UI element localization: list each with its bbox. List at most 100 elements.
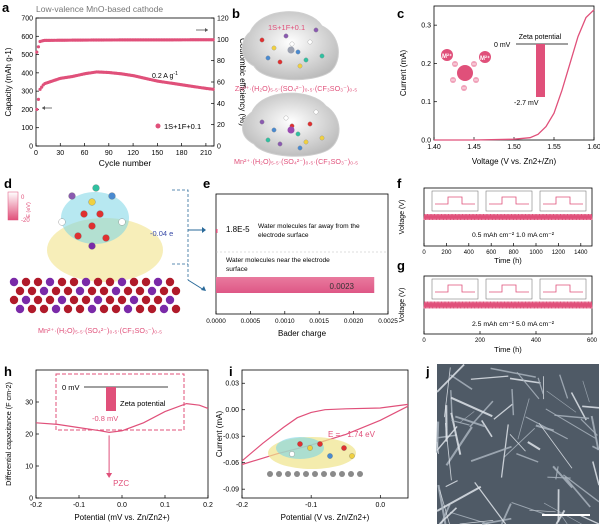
panel-d-slab-atom: [117, 295, 127, 305]
panel-j-fiber: [481, 517, 512, 525]
panel-i-cluster-atom: [289, 451, 295, 457]
panel-j-fiber: [459, 520, 494, 525]
panel-a-xtick-label: 90: [105, 150, 113, 157]
panel-j-fiber: [503, 427, 536, 458]
panel-b-atom-top: [259, 37, 265, 43]
panel-b-atom-bottom: [303, 139, 309, 145]
panel-j-fiber: [435, 421, 440, 453]
panel-d-slab-atom: [63, 286, 73, 296]
panel-label-b: b: [232, 6, 240, 21]
panel-a-y2tick-label: 0: [217, 144, 221, 151]
panel-d-slab-atom: [15, 304, 25, 314]
panel-d-slab-atom: [147, 286, 157, 296]
panel-g-inset-trace: [543, 284, 583, 293]
panel-g-xtick-label: 600: [587, 338, 598, 344]
panel-d-slab-atom: [99, 304, 109, 314]
panel-i-slab-atom: [285, 471, 291, 477]
panel-i-xtick-label: -0.1: [305, 502, 317, 509]
panel-a-legend-marker: [155, 123, 161, 129]
panel-h-zeta-title: Zeta potential: [120, 399, 166, 408]
panel-b-atom-top: [289, 41, 295, 47]
panel-i-slab-atom: [321, 471, 327, 477]
panel-b-caption-top: Zn²⁺·(H₂O)₅.₅·(SO₄²⁻)₀.₅·(CF₃SO₃⁻)₀.₅: [235, 84, 357, 93]
panel-label-c: c: [397, 6, 404, 21]
panel-a-legend-text: 1S+1F+0.1: [164, 122, 201, 131]
panel-a-y2tick-label: 120: [217, 16, 229, 23]
panel-a-xtick-label: 30: [56, 150, 64, 157]
panel-c-xtick-label: 1.45: [467, 144, 481, 151]
panel-d-slab-atom: [81, 277, 91, 287]
panel-d-energy: -0.04 e: [150, 229, 173, 238]
panel-d-cluster-atom: [68, 192, 76, 200]
panel-j-fiber: [545, 408, 596, 439]
panel-j-fiber: [538, 423, 573, 469]
panel-a-ce-point: [35, 50, 39, 54]
panel-i-cluster-atom: [349, 453, 355, 459]
panel-a-capacity-point: [211, 87, 215, 91]
panel-j-fiber: [474, 482, 507, 525]
panel-d-slab-atom: [171, 304, 181, 314]
panel-i-isosurface-cyan: [276, 437, 324, 459]
panel-j-fiber: [481, 419, 493, 438]
panel-d-colorbar: [7, 191, 19, 221]
panel-a-xlabel: Cycle number: [99, 158, 152, 168]
panel-a-arrowhead-ce: [205, 28, 208, 32]
panel-d-slab-atom: [27, 304, 37, 314]
panel-a-y2label: Coulombic efficiency (%): [238, 38, 247, 126]
panel-j-fiber: [490, 367, 536, 378]
panel-i-cluster-atom: [341, 445, 347, 451]
panel-d-slab-atom: [39, 304, 49, 314]
panel-e: 1.8E-5 Water molecules far away from the…: [206, 193, 398, 338]
panel-f-xtick-label: 1200: [552, 250, 566, 256]
panel-i-slab-atom: [276, 471, 282, 477]
panel-c-particle: [457, 65, 473, 81]
panel-c-ytick-label: 0.0: [421, 138, 431, 145]
panel-d-slab-atom: [93, 277, 103, 287]
panel-i-slab-atom: [339, 471, 345, 477]
panel-d-slab-atom: [45, 277, 55, 287]
panel-d-slab-atom: [51, 286, 61, 296]
panel-a-y2tick-label: 100: [217, 37, 229, 44]
panel-d-slab-atom: [33, 277, 43, 287]
panel-d-slab-atom: [153, 295, 163, 305]
panel-d-slab-atom: [27, 286, 37, 296]
panel-d-slab-atom: [105, 295, 115, 305]
panel-c-xtick-label: 1.55: [547, 144, 561, 151]
panel-d-slab-atom: [153, 277, 163, 287]
panel-j-fiber: [516, 371, 540, 400]
panel-j-fiber: [564, 476, 591, 508]
panel-c-zeta-zero: 0 mV: [494, 42, 511, 49]
panel-d-slab-atom: [57, 295, 67, 305]
panel-j-fiber: [454, 415, 486, 428]
panel-h-pzc-label: PZC: [113, 479, 129, 488]
panel-f-xlabel: Time (h): [494, 256, 522, 265]
panel-b-atom-bottom: [259, 119, 265, 125]
panel-d-slab-atom: [117, 277, 127, 287]
panel-j-fiber: [562, 474, 600, 503]
panel-j-fiber: [450, 390, 453, 414]
panel-i-cluster-atom: [297, 441, 303, 447]
panel-h-xtick-label: -0.2: [30, 502, 42, 509]
panel-d-scale-bottom: -20: [21, 218, 30, 224]
panel-d-cluster-atom: [102, 234, 110, 242]
panel-d-slab-atom: [123, 286, 133, 296]
panel-e-xtick-label: 0.0005: [241, 318, 261, 325]
panel-h-ytick-label: 20: [25, 432, 33, 439]
panel-e-bar-near: [216, 277, 375, 293]
panel-i-slab-atom: [294, 471, 300, 477]
panel-j-fiber: [511, 502, 545, 515]
panel-b-atom-top: [307, 39, 313, 45]
panel-j-fiber: [436, 441, 439, 455]
panel-label-g: g: [397, 258, 405, 273]
panel-c-zeta-title: Zeta potential: [519, 34, 562, 41]
panel-b-atom-top: [313, 27, 319, 33]
panel-d-arrow-bottom: [187, 279, 205, 291]
panel-g-band: [423, 301, 593, 309]
panel-b-atom-bottom: [295, 131, 301, 137]
panel-e-far-value: 1.8E-5: [226, 225, 250, 234]
panel-a-rate-sup: -1: [173, 71, 178, 77]
panel-d-slab-atom: [21, 295, 31, 305]
panel-b-atom-bottom: [313, 109, 319, 115]
panel-d-slab-atom: [141, 277, 151, 287]
